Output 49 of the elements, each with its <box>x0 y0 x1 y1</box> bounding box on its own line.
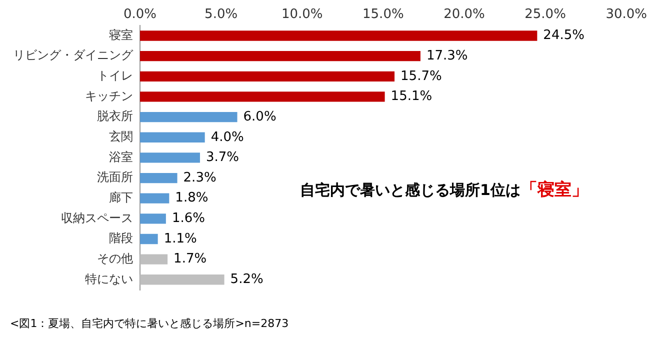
data-label: 15.1% <box>390 89 432 104</box>
text: <図1：夏場、自宅内で特に暑いと感じる場所>n=2873 <box>10 316 289 331</box>
y-tick-label: 脱衣所 <box>97 109 133 124</box>
data-label: 1.1% <box>164 231 197 246</box>
annotation: 「寝室」 <box>520 180 588 200</box>
y-tick-label: 収納スペース <box>61 210 133 225</box>
y-tick-label: 特にない <box>85 272 133 286</box>
y-tick-label: キッチン <box>85 88 133 103</box>
bar <box>140 172 178 184</box>
bar <box>140 152 200 163</box>
data-label: 5.2% <box>230 272 264 288</box>
y-tick-label: その他 <box>97 251 133 266</box>
y-tick-label: 浴室 <box>109 150 133 164</box>
data-label: 17.3% <box>426 48 468 64</box>
bar <box>140 193 170 204</box>
bar <box>140 92 385 102</box>
data-label: 15.7% <box>400 68 442 84</box>
annotation: 自宅内で暑いと感じる場所1位は <box>300 181 520 199</box>
x-tick-label: 10.0% <box>281 7 323 22</box>
x-tick-label: 20.0% <box>444 7 485 22</box>
data-label: 2.3% <box>183 170 216 186</box>
bar <box>140 234 158 244</box>
bar <box>140 274 224 285</box>
data-label: 1.8% <box>175 190 208 206</box>
x-tick-label: 30.0% <box>606 7 648 22</box>
y-tick-label: リビング・ダイニング <box>13 48 134 62</box>
x-tick-label: 0.0% <box>123 7 157 22</box>
x-tick-label: 15.0% <box>362 7 404 22</box>
y-tick-label: 洗面所 <box>97 170 133 184</box>
data-label: 6.0% <box>243 109 276 124</box>
bar <box>140 112 238 122</box>
bar <box>140 132 205 142</box>
y-tick-label: トイレ <box>97 68 133 83</box>
data-label: 4.0% <box>210 130 244 145</box>
y-tick-label: 廊下 <box>109 190 133 204</box>
bar <box>140 214 166 224</box>
data-label: 24.5% <box>543 28 584 44</box>
x-tick-label: 25.0% <box>524 7 566 22</box>
y-tick-label: 玄関 <box>109 130 133 144</box>
bar <box>140 254 168 264</box>
bar <box>140 51 420 62</box>
data-label: 1.6% <box>172 211 205 226</box>
y-tick-label: 寝室 <box>109 28 133 42</box>
bar <box>140 30 538 41</box>
y-tick-label: 階段 <box>109 231 133 246</box>
data-label: 3.7% <box>206 150 240 166</box>
bar <box>140 71 395 82</box>
x-tick-label: 5.0% <box>204 7 238 22</box>
data-label: 1.7% <box>174 252 207 267</box>
